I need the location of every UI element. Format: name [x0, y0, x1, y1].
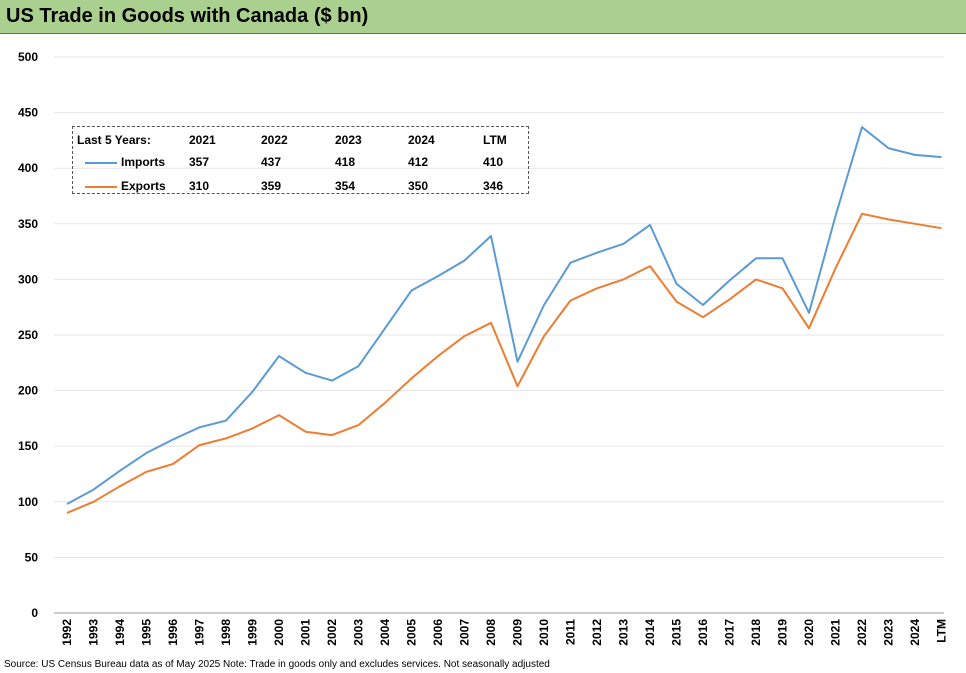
- chart-title: US Trade in Goods with Canada ($ bn): [6, 5, 369, 27]
- source-note: Source: US Census Bureau data as of May …: [4, 659, 550, 670]
- x-tick-label: 2024: [908, 619, 922, 646]
- y-axis-ticks: 0 50 100 150 200 250 300 350 400 450 500: [18, 50, 38, 620]
- legend-imports-value: 357: [189, 155, 210, 169]
- x-tick-label: 2004: [378, 619, 392, 646]
- x-tick-label: 2022: [855, 619, 869, 646]
- y-tick-label: 200: [18, 384, 38, 398]
- x-tick-label: 1998: [219, 619, 233, 646]
- legend-table: Last 5 Years: 2021 2022 2023 2024 LTM Im…: [72, 126, 529, 194]
- y-tick-label: 400: [18, 161, 38, 175]
- x-tick-label: 2006: [431, 619, 445, 646]
- legend-imports-swatch: [85, 162, 117, 164]
- legend-exports-swatch: [85, 186, 117, 188]
- x-tick-label: 2012: [590, 619, 604, 646]
- legend-imports-value: 410: [483, 155, 504, 169]
- x-tick-label: 2002: [325, 619, 339, 646]
- legend-col-header: 2022: [261, 133, 288, 147]
- y-tick-label: 50: [25, 550, 39, 564]
- legend-exports-value: 354: [335, 179, 356, 193]
- legend-col-header: 2021: [189, 133, 216, 147]
- x-tick-label: 2019: [776, 619, 790, 646]
- x-tick-label: 1992: [60, 619, 74, 646]
- legend-col-header: LTM: [483, 133, 507, 147]
- y-tick-label: 0: [31, 606, 38, 620]
- x-tick-label: 2005: [405, 619, 419, 646]
- y-tick-label: 250: [18, 328, 38, 342]
- legend-exports-value: 346: [483, 179, 504, 193]
- x-tick-label: LTM: [935, 619, 949, 643]
- legend-col-header: 2024: [408, 133, 435, 147]
- x-tick-label: 2011: [564, 619, 578, 645]
- gridlines: [54, 56, 944, 614]
- x-tick-label: 1995: [140, 619, 154, 646]
- y-tick-label: 150: [18, 439, 38, 453]
- y-tick-label: 450: [18, 106, 38, 120]
- x-tick-label: 2015: [670, 619, 684, 646]
- x-tick-label: 1996: [166, 619, 180, 646]
- legend-exports-value: 310: [189, 179, 210, 193]
- series-line-exports: [66, 212, 942, 514]
- x-axis-ticks: 1992 1993 1994 1995 1996 1997 1998 1999 2000 2001…: [60, 619, 949, 646]
- x-tick-label: 2010: [537, 619, 551, 646]
- legend-imports-label: Imports: [121, 155, 166, 169]
- x-tick-label: 1997: [193, 619, 207, 646]
- x-tick-label: 2007: [458, 619, 472, 646]
- x-tick-label: 2014: [643, 619, 657, 646]
- legend-imports-value: 418: [335, 155, 356, 169]
- x-tick-label: 2021: [829, 619, 843, 646]
- series-lines: [66, 126, 942, 514]
- legend-imports-value: 437: [261, 155, 282, 169]
- legend-exports-value: 350: [408, 179, 429, 193]
- legend-imports-value: 412: [408, 155, 429, 169]
- x-tick-label: 2000: [272, 619, 286, 646]
- x-tick-label: 1994: [113, 619, 127, 646]
- x-tick-label: 2008: [484, 619, 498, 646]
- x-tick-label: 2020: [802, 619, 816, 646]
- y-tick-label: 300: [18, 272, 38, 286]
- y-tick-label: 350: [18, 217, 38, 231]
- x-tick-label: 2009: [511, 619, 525, 646]
- legend-col-header: 2023: [335, 133, 362, 147]
- title-bar: US Trade in Goods with Canada ($ bn): [0, 0, 966, 34]
- x-tick-label: 2023: [882, 619, 896, 646]
- x-tick-label: 1999: [246, 619, 260, 646]
- x-tick-label: 1993: [87, 619, 101, 646]
- x-tick-label: 2001: [299, 619, 313, 646]
- x-tick-label: 2017: [723, 619, 737, 646]
- y-tick-label: 500: [18, 50, 38, 64]
- legend-exports-label: Exports: [121, 179, 166, 193]
- series-line-imports: [66, 126, 942, 505]
- legend-header-label: Last 5 Years:: [77, 133, 151, 147]
- x-tick-label: 2018: [749, 619, 763, 646]
- legend-exports-value: 359: [261, 179, 282, 193]
- x-tick-label: 2003: [352, 619, 366, 646]
- x-tick-label: 2016: [696, 619, 710, 646]
- x-tick-label: 2013: [617, 619, 631, 646]
- y-tick-label: 100: [18, 495, 38, 509]
